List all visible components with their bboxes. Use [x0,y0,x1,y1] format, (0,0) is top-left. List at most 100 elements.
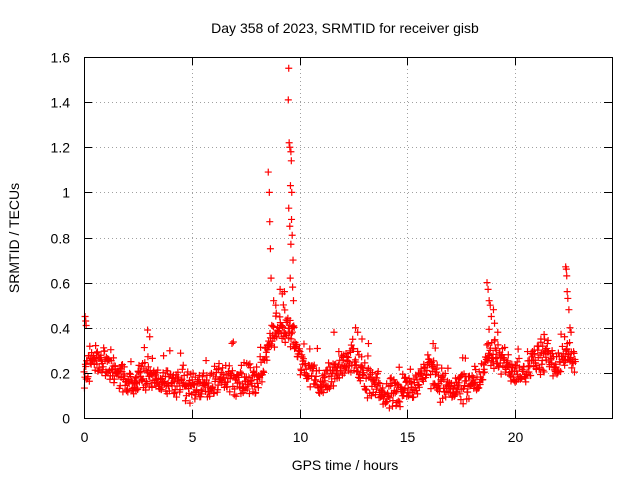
data-point [272,301,280,309]
data-point [430,357,438,365]
data-point [315,366,323,374]
y-tick-label: 0.6 [51,276,71,292]
data-point [531,350,539,358]
data-point [501,344,509,352]
data-point [549,350,557,358]
data-point [285,204,293,212]
y-tick-label: 0.4 [51,321,71,337]
data-point [384,393,392,401]
data-point [358,353,366,361]
data-point [236,368,244,376]
data-point [536,371,544,379]
data-point [132,379,140,387]
data-point [427,385,435,393]
data-point [160,352,168,360]
data-point [93,348,101,356]
x-tick-label: 20 [508,429,524,445]
data-point [93,349,101,357]
x-axis-label: GPS time / hours [292,457,399,473]
data-point [372,385,380,393]
data-point [260,368,268,376]
data-point [267,274,275,282]
data-point [101,347,109,355]
data-point [82,321,90,329]
data-point [460,385,468,393]
data-point [385,404,393,412]
data-point [431,344,439,352]
data-point [459,400,467,408]
data-point [302,365,310,373]
y-tick-label: 0.2 [51,366,71,382]
data-point [558,342,566,350]
data-point [270,297,278,305]
data-point [202,357,210,365]
data-point [504,351,512,359]
data-point [198,373,206,381]
data-point [414,390,422,398]
data-point [469,374,477,382]
data-point [139,375,147,383]
data-point [144,363,152,371]
data-point [298,353,306,361]
data-point [287,148,295,156]
data-point [489,306,497,314]
data-point [281,306,289,314]
data-point [484,285,492,293]
data-point [470,380,478,388]
data-point [134,385,142,393]
data-point [564,294,572,302]
data-point [148,354,156,362]
data-point [487,312,495,320]
data-point [424,351,432,359]
data-point [285,139,293,147]
data-point [386,375,394,383]
data-point [561,361,569,369]
data-point [492,346,500,354]
data-point [539,366,547,374]
data-point [396,403,404,411]
data-point [285,64,293,72]
data-point [479,376,487,384]
data-point [485,297,493,305]
data-point [374,368,382,376]
data-point [335,348,343,356]
data-point [342,350,350,358]
data-point [561,333,569,341]
data-point [300,340,308,348]
data-point [557,330,565,338]
data-point [144,353,152,361]
data-point [246,364,254,372]
data-point [177,349,185,357]
data-point [543,340,551,348]
data-point [350,345,358,353]
data-point [253,363,261,371]
data-point [566,339,574,347]
data-point [287,157,295,165]
data-point [514,345,522,353]
data-point [395,363,403,371]
data-point [267,342,275,350]
data-point [486,301,494,309]
data-point [127,358,135,366]
data-point [483,341,491,349]
data-point [484,340,492,348]
data-point [571,358,579,366]
data-point [372,391,380,399]
data-point [178,375,186,383]
data-point [287,240,295,248]
x-tick-label: 0 [81,429,89,445]
data-point [289,297,297,305]
data-point [154,366,162,374]
data-point [404,384,412,392]
data-point [95,364,103,372]
data-point [352,324,360,332]
data-point [266,245,274,253]
data-point [344,354,352,362]
data-point [131,374,139,382]
data-point [361,359,369,367]
data-point [286,222,294,230]
data-point [475,384,483,392]
data-point [490,364,498,372]
data-point [195,371,203,379]
